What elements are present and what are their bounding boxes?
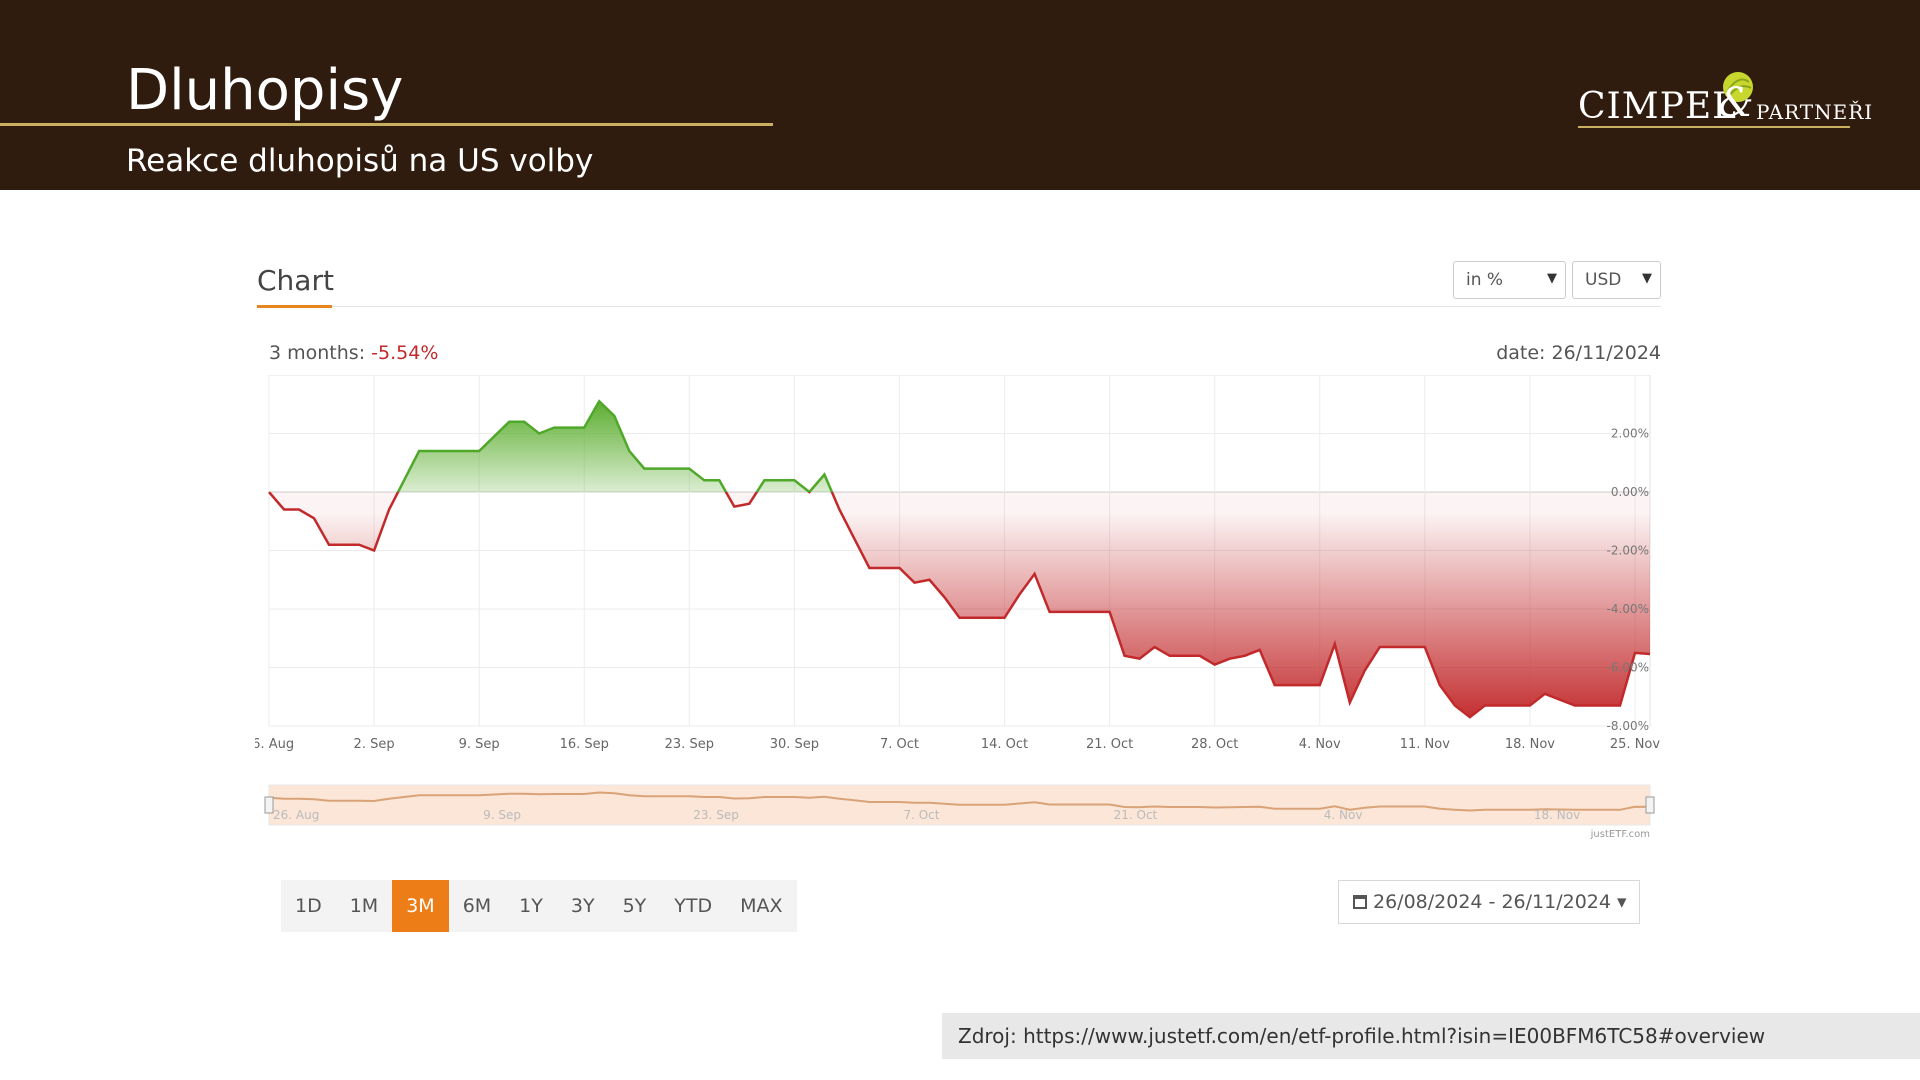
logo-ampersand: & (1718, 80, 1754, 126)
y-tick-label: 2.00% (1611, 427, 1649, 441)
navigator-label: 7. Oct (903, 808, 939, 822)
slide-header: Dluhopisy Reakce dluhopisů na US volby C… (0, 0, 1920, 190)
unit-select[interactable]: in % ▼ (1453, 261, 1566, 299)
range-button-1d[interactable]: 1D (295, 895, 322, 917)
x-tick-label: 2. Sep (354, 737, 395, 752)
range-button-ytd[interactable]: YTD (674, 895, 713, 917)
navigator-handle-right[interactable] (1645, 796, 1655, 814)
heading-underline (257, 305, 332, 308)
period-value: -5.54% (371, 342, 439, 364)
date-range-picker[interactable]: 26/08/2024 - 26/11/2024 ▾ (1338, 880, 1640, 924)
as-of-date: date: 26/11/2024 (1496, 342, 1661, 364)
y-tick-label: -8.00% (1607, 719, 1649, 733)
company-logo: CIMPEL & PARTNEŘI (1578, 70, 1872, 130)
chevron-down-icon: ▼ (1642, 271, 1652, 286)
heading-divider (257, 306, 1661, 307)
period-label: 3 months: (269, 342, 366, 364)
y-tick-label: 0.00% (1611, 485, 1649, 499)
x-tick-label: 14. Oct (981, 737, 1028, 752)
logo-wordmark: CIMPEL (1578, 86, 1738, 127)
x-tick-label: 18. Nov (1505, 737, 1555, 752)
x-tick-label: 7. Oct (880, 737, 919, 752)
x-tick-label: 4. Nov (1299, 737, 1341, 752)
navigator-label: 4. Nov (1324, 808, 1363, 822)
range-button-3y[interactable]: 3Y (570, 895, 595, 917)
navigator-label: 23. Sep (693, 808, 739, 822)
x-tick-label: 26. Aug (255, 737, 294, 752)
range-navigator[interactable]: 26. Aug 9. Sep 23. Sep 7. Oct 21. Oct 4. Nov 1… (264, 784, 1655, 840)
positive-area (269, 401, 1650, 492)
range-button-1y[interactable]: 1Y (519, 895, 543, 917)
navigator-label: 26. Aug (273, 808, 319, 822)
x-tick-label: 9. Sep (459, 737, 500, 752)
y-axis-ticks: 2.00% 0.00% -2.00% -4.00% -6.00% -8.00% (1607, 427, 1649, 734)
negative-area (269, 492, 1650, 718)
date-range-value: 26/08/2024 - 26/11/2024 (1373, 891, 1611, 913)
range-button-5y[interactable]: 5Y (622, 895, 647, 917)
y-tick-label: -2.00% (1607, 544, 1649, 558)
x-tick-label: 23. Sep (665, 737, 714, 752)
x-tick-label: 16. Sep (560, 737, 609, 752)
caret-down-icon: ▾ (1617, 891, 1627, 913)
x-tick-label: 21. Oct (1086, 737, 1133, 752)
chart-widget: Chart in % ▼ USD ▼ 3 months: -5.54% date… (255, 255, 1665, 955)
x-tick-label: 25. Nov (1610, 737, 1660, 752)
navigator-label: 18. Nov (1534, 808, 1580, 822)
currency-select[interactable]: USD ▼ (1572, 261, 1661, 299)
currency-select-value: USD (1585, 270, 1622, 290)
y-tick-label: -4.00% (1607, 602, 1649, 616)
range-selector: 1D 1M 3M 6M 1Y 3Y 5Y YTD MAX (281, 880, 797, 932)
performance-chart[interactable]: 2.00% 0.00% -2.00% -4.00% -6.00% -8.00% 26. A… (255, 375, 1665, 875)
leaf-icon (1723, 72, 1753, 102)
title-underline (0, 123, 773, 126)
x-axis-ticks: 26. Aug 2. Sep 9. Sep 16. Sep 23. Sep 30. Sep… (255, 737, 1660, 752)
x-tick-label: 11. Nov (1400, 737, 1450, 752)
navigator-series (268, 791, 1651, 812)
unit-select-value: in % (1466, 270, 1504, 290)
range-button-1m[interactable]: 1M (349, 895, 379, 917)
series-line-negative (268, 492, 1651, 719)
navigator-label: 9. Sep (483, 808, 521, 822)
range-button-6m[interactable]: 6M (462, 895, 492, 917)
series-line-positive (269, 399, 834, 492)
logo-underline (1578, 126, 1850, 128)
range-button-max[interactable]: MAX (740, 895, 783, 917)
period-performance: 3 months: -5.54% (269, 342, 438, 364)
slide-title: Dluhopisy (126, 58, 404, 123)
y-tick-label: -6.00% (1607, 661, 1649, 675)
calendar-icon (1353, 895, 1367, 909)
chart-heading: Chart (257, 264, 334, 297)
navigator-handle-left[interactable] (264, 796, 274, 814)
logo-partners: PARTNEŘI (1756, 100, 1874, 124)
range-button-3m[interactable]: 3M (392, 880, 449, 932)
navigator-label: 21. Oct (1114, 808, 1158, 822)
navigator-credit: justETF.com (1590, 829, 1650, 840)
x-tick-label: 30. Sep (770, 737, 819, 752)
chevron-down-icon: ▼ (1547, 271, 1557, 286)
x-tick-label: 28. Oct (1191, 737, 1238, 752)
slide-subtitle: Reakce dluhopisů na US volby (126, 143, 594, 179)
source-citation: Zdroj: https://www.justetf.com/en/etf-pr… (942, 1013, 1920, 1059)
